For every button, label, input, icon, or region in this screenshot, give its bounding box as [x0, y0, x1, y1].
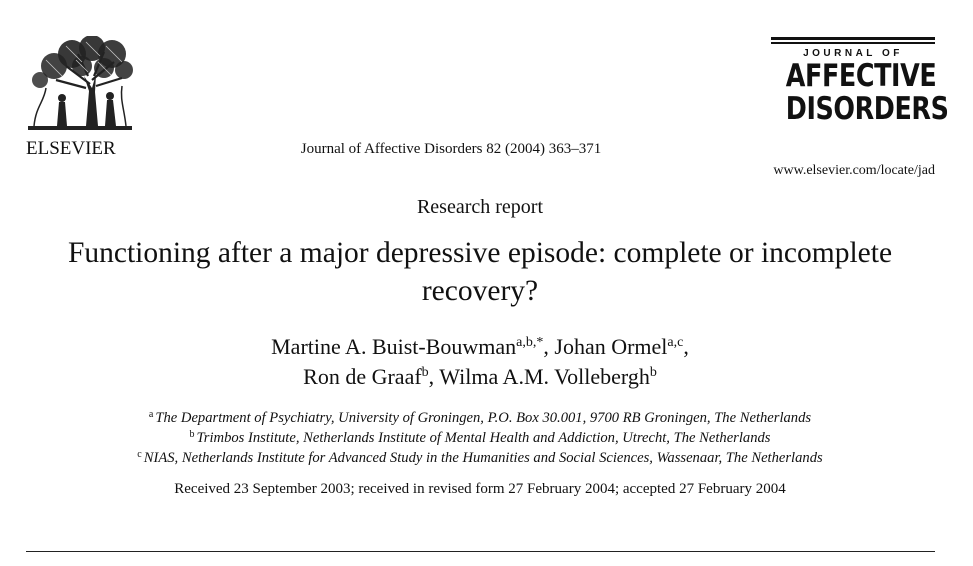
- author-separator: ,: [683, 334, 689, 359]
- journal-masthead: JOURNAL OF AFFECTIVE DISORDERS: [771, 37, 949, 127]
- author-affiliation-marks[interactable]: b: [649, 365, 657, 380]
- elsevier-tree-icon: [26, 36, 136, 134]
- author-name[interactable]: Wilma A.M. Vollebergh: [439, 364, 650, 389]
- affiliation-text: The Department of Psychiatry, University…: [155, 410, 812, 426]
- masthead-line-2: DISORDERS: [785, 90, 949, 127]
- masthead-line-1: AFFECTIVE: [785, 57, 937, 94]
- masthead-rule: [771, 37, 935, 40]
- author-separator: ,: [428, 364, 440, 389]
- author-separator: ,: [543, 334, 555, 359]
- affiliation-text: Trimbos Institute, Netherlands Institute…: [196, 430, 771, 446]
- author-name[interactable]: Ron de Graaf: [303, 364, 422, 389]
- author-affiliation-marks[interactable]: a,b,*: [516, 335, 544, 350]
- affiliation-text: NIAS, Netherlands Institute for Advanced…: [143, 450, 823, 466]
- affiliation-mark: c: [137, 449, 142, 460]
- journal-url-link[interactable]: www.elsevier.com/locate/jad: [773, 163, 935, 178]
- publisher-name: ELSEVIER: [26, 138, 116, 159]
- affiliation: c NIAS, Netherlands Institute for Advance…: [0, 449, 960, 467]
- author-affiliation-marks[interactable]: b: [421, 365, 429, 380]
- affiliation: b Trimbos Institute, Netherlands Institut…: [0, 429, 960, 447]
- received-dates: Received 23 September 2003; received in …: [174, 481, 786, 497]
- affiliation-mark: b: [189, 429, 195, 440]
- article-title: Functioning after a major depressive epi…: [67, 237, 893, 307]
- author-line: Ron de Graafb, Wilma A.M. Volleberghb: [0, 364, 960, 390]
- masthead-journal-of: JOURNAL OF: [803, 47, 903, 59]
- author-affiliation-marks[interactable]: a,c: [667, 335, 684, 350]
- author-line: Martine A. Buist-Bouwmana,b,*, Johan Orm…: [0, 334, 960, 360]
- author-name[interactable]: Martine A. Buist-Bouwman: [271, 334, 517, 359]
- divider: [26, 551, 935, 552]
- author-name[interactable]: Johan Ormel: [554, 334, 668, 359]
- affiliation-mark: a: [148, 409, 154, 420]
- journal-citation: Journal of Affective Disorders 82 (2004)…: [300, 141, 602, 157]
- affiliation: a The Department of Psychiatry, Universit…: [0, 409, 960, 427]
- article-type: Research report: [416, 196, 544, 218]
- masthead-rule: [771, 42, 935, 44]
